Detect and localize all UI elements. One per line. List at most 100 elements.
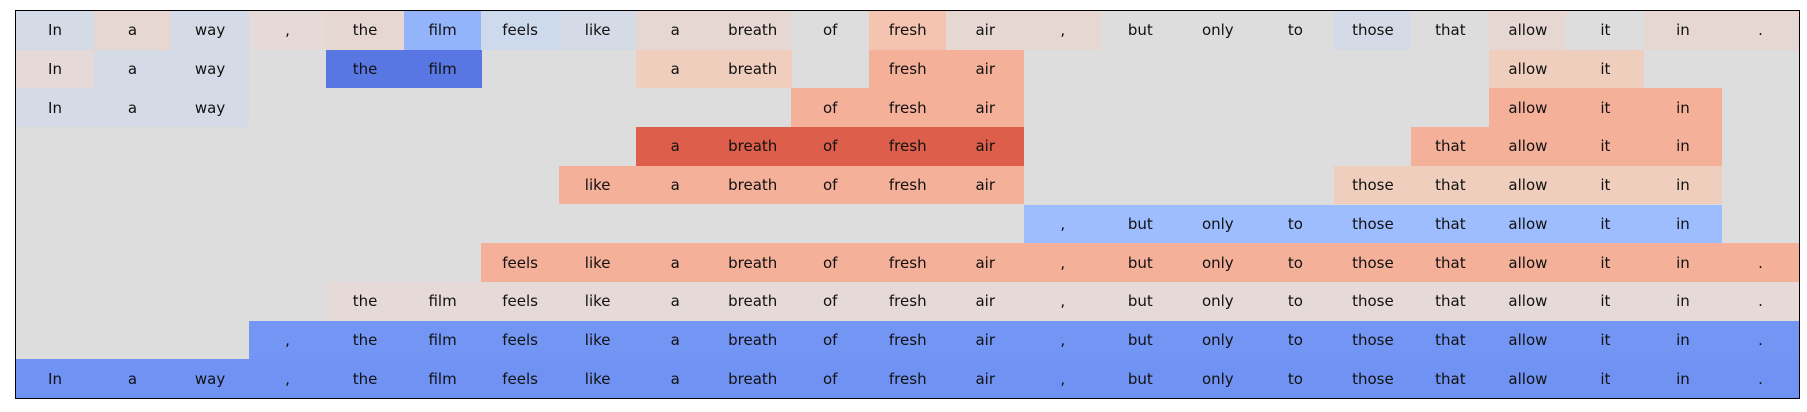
heatmap-row: a breath of fresh air that allow it in xyxy=(16,127,1799,166)
heatmap-cell: breath xyxy=(713,243,792,282)
heatmap-cell: to xyxy=(1256,204,1335,244)
heatmap-row: like a breath of fresh air those that allow it in xyxy=(16,165,1799,205)
heatmap-cell: only xyxy=(1178,359,1257,398)
heatmap-cell: it xyxy=(1566,11,1645,50)
heatmap-cell: of xyxy=(791,359,870,398)
heatmap-cell: of xyxy=(791,281,870,321)
heatmap-cell: in xyxy=(1643,127,1722,166)
heatmap-cell: film xyxy=(403,11,482,50)
heatmap-cell: allow xyxy=(1488,88,1567,128)
heatmap-cell: like xyxy=(558,281,637,321)
heatmap-cell: air xyxy=(946,165,1025,205)
heatmap-cell: allow xyxy=(1488,165,1567,205)
heatmap-cell: allow xyxy=(1488,281,1567,321)
heatmap-cell: fresh xyxy=(868,49,947,89)
token-heatmap: In a way, the film feels like a breath of fresh air… xyxy=(15,10,1800,399)
heatmap-cell: but xyxy=(1101,204,1180,244)
heatmap-cell: , xyxy=(1023,359,1102,398)
heatmap-cell: fresh xyxy=(868,88,947,128)
heatmap-cell: breath xyxy=(713,127,792,166)
heatmap-cell: but xyxy=(1101,243,1180,282)
heatmap-cell: to xyxy=(1256,281,1335,321)
heatmap-cell: those xyxy=(1333,243,1412,282)
heatmap-cell: in xyxy=(1643,243,1722,282)
heatmap-cell: in xyxy=(1643,165,1722,205)
heatmap-cell: those xyxy=(1333,11,1412,50)
heatmap-cell: , xyxy=(248,359,327,398)
heatmap-cell: only xyxy=(1178,204,1257,244)
heatmap-cell: that xyxy=(1411,320,1490,360)
heatmap-cell: but xyxy=(1101,359,1180,398)
heatmap-cell: air xyxy=(946,127,1025,166)
heatmap-cell: breath xyxy=(713,359,792,398)
heatmap-cell: , xyxy=(1023,243,1102,282)
heatmap-cell: , xyxy=(1023,281,1102,321)
heatmap-cell: the xyxy=(326,49,405,89)
heatmap-cell: a xyxy=(636,49,715,89)
heatmap-cell: feels xyxy=(481,320,560,360)
heatmap-cell: In xyxy=(16,359,95,398)
heatmap-cell: but xyxy=(1101,281,1180,321)
heatmap-cell: those xyxy=(1333,281,1412,321)
heatmap-row: In a way the film a breath fresh air allow it xyxy=(16,49,1799,89)
heatmap-cell: that xyxy=(1411,243,1490,282)
heatmap-cell: In xyxy=(16,11,95,50)
heatmap-cell: in xyxy=(1643,281,1722,321)
heatmap-cell: like xyxy=(558,320,637,360)
heatmap-cell: . xyxy=(1721,359,1800,398)
heatmap-cell: , xyxy=(248,320,327,360)
heatmap-cell: of xyxy=(791,165,870,205)
heatmap-cell: . xyxy=(1721,243,1800,282)
heatmap-cell: air xyxy=(946,359,1025,398)
heatmap-cell: like xyxy=(558,359,637,398)
heatmap-cell: fresh xyxy=(868,320,947,360)
heatmap-cell: In xyxy=(16,88,95,128)
heatmap-row: the film feels like a breath of fresh air, but onl… xyxy=(16,281,1800,321)
heatmap-cell: a xyxy=(636,320,715,360)
heatmap-cell: the xyxy=(326,359,405,398)
heatmap-cell: that xyxy=(1411,204,1490,244)
heatmap-cell: the xyxy=(326,281,405,321)
heatmap-cell: like xyxy=(558,11,637,50)
heatmap-cell: film xyxy=(403,281,482,321)
heatmap-cell: fresh xyxy=(868,243,947,282)
heatmap-cell: in xyxy=(1643,204,1722,244)
heatmap-cell: allow xyxy=(1488,204,1567,244)
heatmap-cell: of xyxy=(791,127,870,166)
heatmap-cell: breath xyxy=(713,165,792,205)
heatmap-cell: air xyxy=(946,88,1025,128)
heatmap-cell: . xyxy=(1721,320,1800,360)
heatmap-cell: air xyxy=(946,281,1025,321)
heatmap-cell: fresh xyxy=(868,127,947,166)
heatmap-cell: in xyxy=(1643,359,1722,398)
heatmap-cell: a xyxy=(636,359,715,398)
heatmap-cell: allow xyxy=(1488,243,1567,282)
heatmap-cell: way xyxy=(171,88,250,128)
heatmap-cell: like xyxy=(558,165,637,205)
heatmap-row: , the film feels like a breath of fresh air, but on… xyxy=(16,320,1800,360)
heatmap-cell: fresh xyxy=(868,359,947,398)
heatmap-cell: allow xyxy=(1488,320,1567,360)
heatmap-cell: in xyxy=(1643,11,1722,50)
heatmap-cell: it xyxy=(1566,243,1645,282)
heatmap-cell: , xyxy=(1023,204,1102,244)
heatmap-cell: like xyxy=(558,243,637,282)
heatmap-cell: a xyxy=(636,127,715,166)
heatmap-cell: it xyxy=(1566,165,1645,205)
heatmap-cell: allow xyxy=(1488,127,1567,166)
heatmap-cell: it xyxy=(1566,204,1645,244)
heatmap-cell: it xyxy=(1566,320,1645,360)
heatmap-cell: In xyxy=(16,49,95,89)
heatmap-cell: breath xyxy=(713,11,792,50)
heatmap-cell: a xyxy=(636,243,715,282)
heatmap-cell: feels xyxy=(481,11,560,50)
heatmap-cell: those xyxy=(1333,165,1412,205)
heatmap-cell: air xyxy=(946,49,1025,89)
heatmap-cell: the xyxy=(326,11,405,50)
heatmap-cell: allow xyxy=(1488,359,1567,398)
heatmap-cell: that xyxy=(1411,359,1490,398)
heatmap-cell: those xyxy=(1333,320,1412,360)
heatmap-cell: film xyxy=(403,49,482,89)
heatmap-cell: allow xyxy=(1488,49,1567,89)
heatmap-cell: but xyxy=(1101,320,1180,360)
